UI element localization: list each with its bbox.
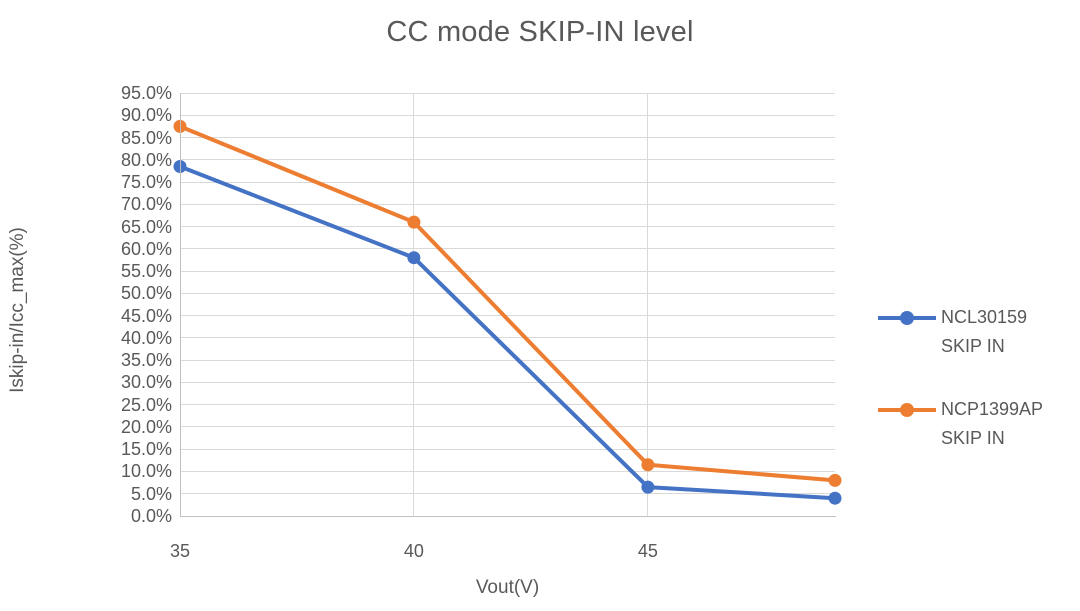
data-point-marker[interactable] [407,215,421,229]
series-plot [173,119,842,505]
y-axis-line [180,93,181,517]
series-line [178,124,837,483]
gridline-horizontal [180,181,835,183]
y-tick-label: 5.0% [130,483,172,504]
gridline-horizontal [180,270,835,272]
data-point-marker[interactable] [828,491,842,505]
y-tick-label: 95.0% [120,83,172,103]
gridline-horizontal [180,448,835,450]
x-axis-line [180,516,836,517]
gridline-horizontal [180,159,835,161]
gridline-horizontal [180,292,835,294]
gridline-horizontal [180,359,835,361]
series-line [178,164,837,501]
y-tick-label: 10.0% [120,461,172,482]
gridline-vertical [413,93,415,516]
gridline-horizontal [180,203,835,205]
gridline-horizontal [180,381,835,383]
legend-item[interactable]: NCL30159 SKIP IN [878,303,1078,361]
legend-dot-icon [900,311,914,325]
x-tick-label: 45 [637,541,658,561]
gridline-horizontal [180,404,835,406]
data-point-marker[interactable] [641,458,655,472]
gridline-horizontal [180,493,835,495]
y-tick-label: 80.0% [120,149,172,170]
data-point-marker[interactable] [641,480,655,494]
gridline-horizontal [180,470,835,472]
legend: NCL30159 SKIP IN NCP1399AP SKIP IN [878,303,1078,487]
gridline-horizontal [180,315,835,317]
y-tick-label: 25.0% [120,394,172,415]
y-tick-label: 55.0% [120,261,172,282]
plot-area[interactable] [173,92,842,516]
legend-label: NCL30159 SKIP IN [941,307,1028,356]
y-tick-label: 40.0% [120,327,172,348]
chart-title: CC mode SKIP-IN level [386,16,694,48]
gridline-horizontal [180,92,835,94]
y-tick-label: 35.0% [120,350,172,371]
x-axis-title: Vout(V) [475,577,540,598]
gridline-horizontal [180,226,835,228]
y-tick-label: 75.0% [120,172,172,193]
gridline-horizontal [180,337,835,339]
gridline-horizontal [180,137,835,139]
y-tick-label: 20.0% [120,416,172,437]
y-tick-label: 45.0% [120,305,172,326]
legend-line-marker-icon [878,395,936,424]
data-point-marker[interactable] [828,473,842,487]
gridline-horizontal [180,426,835,428]
y-tick-label: 50.0% [120,283,172,304]
y-tick-label: 85.0% [120,127,172,148]
gridline-horizontal [180,114,835,116]
y-tick-label: 0.0% [130,506,172,526]
y-tick-label: 30.0% [120,372,172,393]
data-point-marker[interactable] [407,251,421,265]
legend-line-marker-icon [878,303,936,332]
y-tick-label: 90.0% [120,105,172,126]
y-tick-label: 15.0% [120,439,172,460]
legend-label: NCP1399AP SKIP IN [941,399,1044,448]
x-tick-label: 40 [403,541,424,561]
y-axis-title: Iskip-in/Icc_max(%) [7,227,28,393]
legend-dot-icon [900,403,914,417]
y-tick-label: 70.0% [120,194,172,215]
y-tick-label: 65.0% [120,216,172,237]
gridline-vertical [647,93,649,516]
x-tick-label: 35 [169,541,191,561]
y-tick-label: 60.0% [120,238,172,259]
gridline-horizontal [180,248,835,250]
legend-item[interactable]: NCP1399AP SKIP IN [878,395,1078,453]
